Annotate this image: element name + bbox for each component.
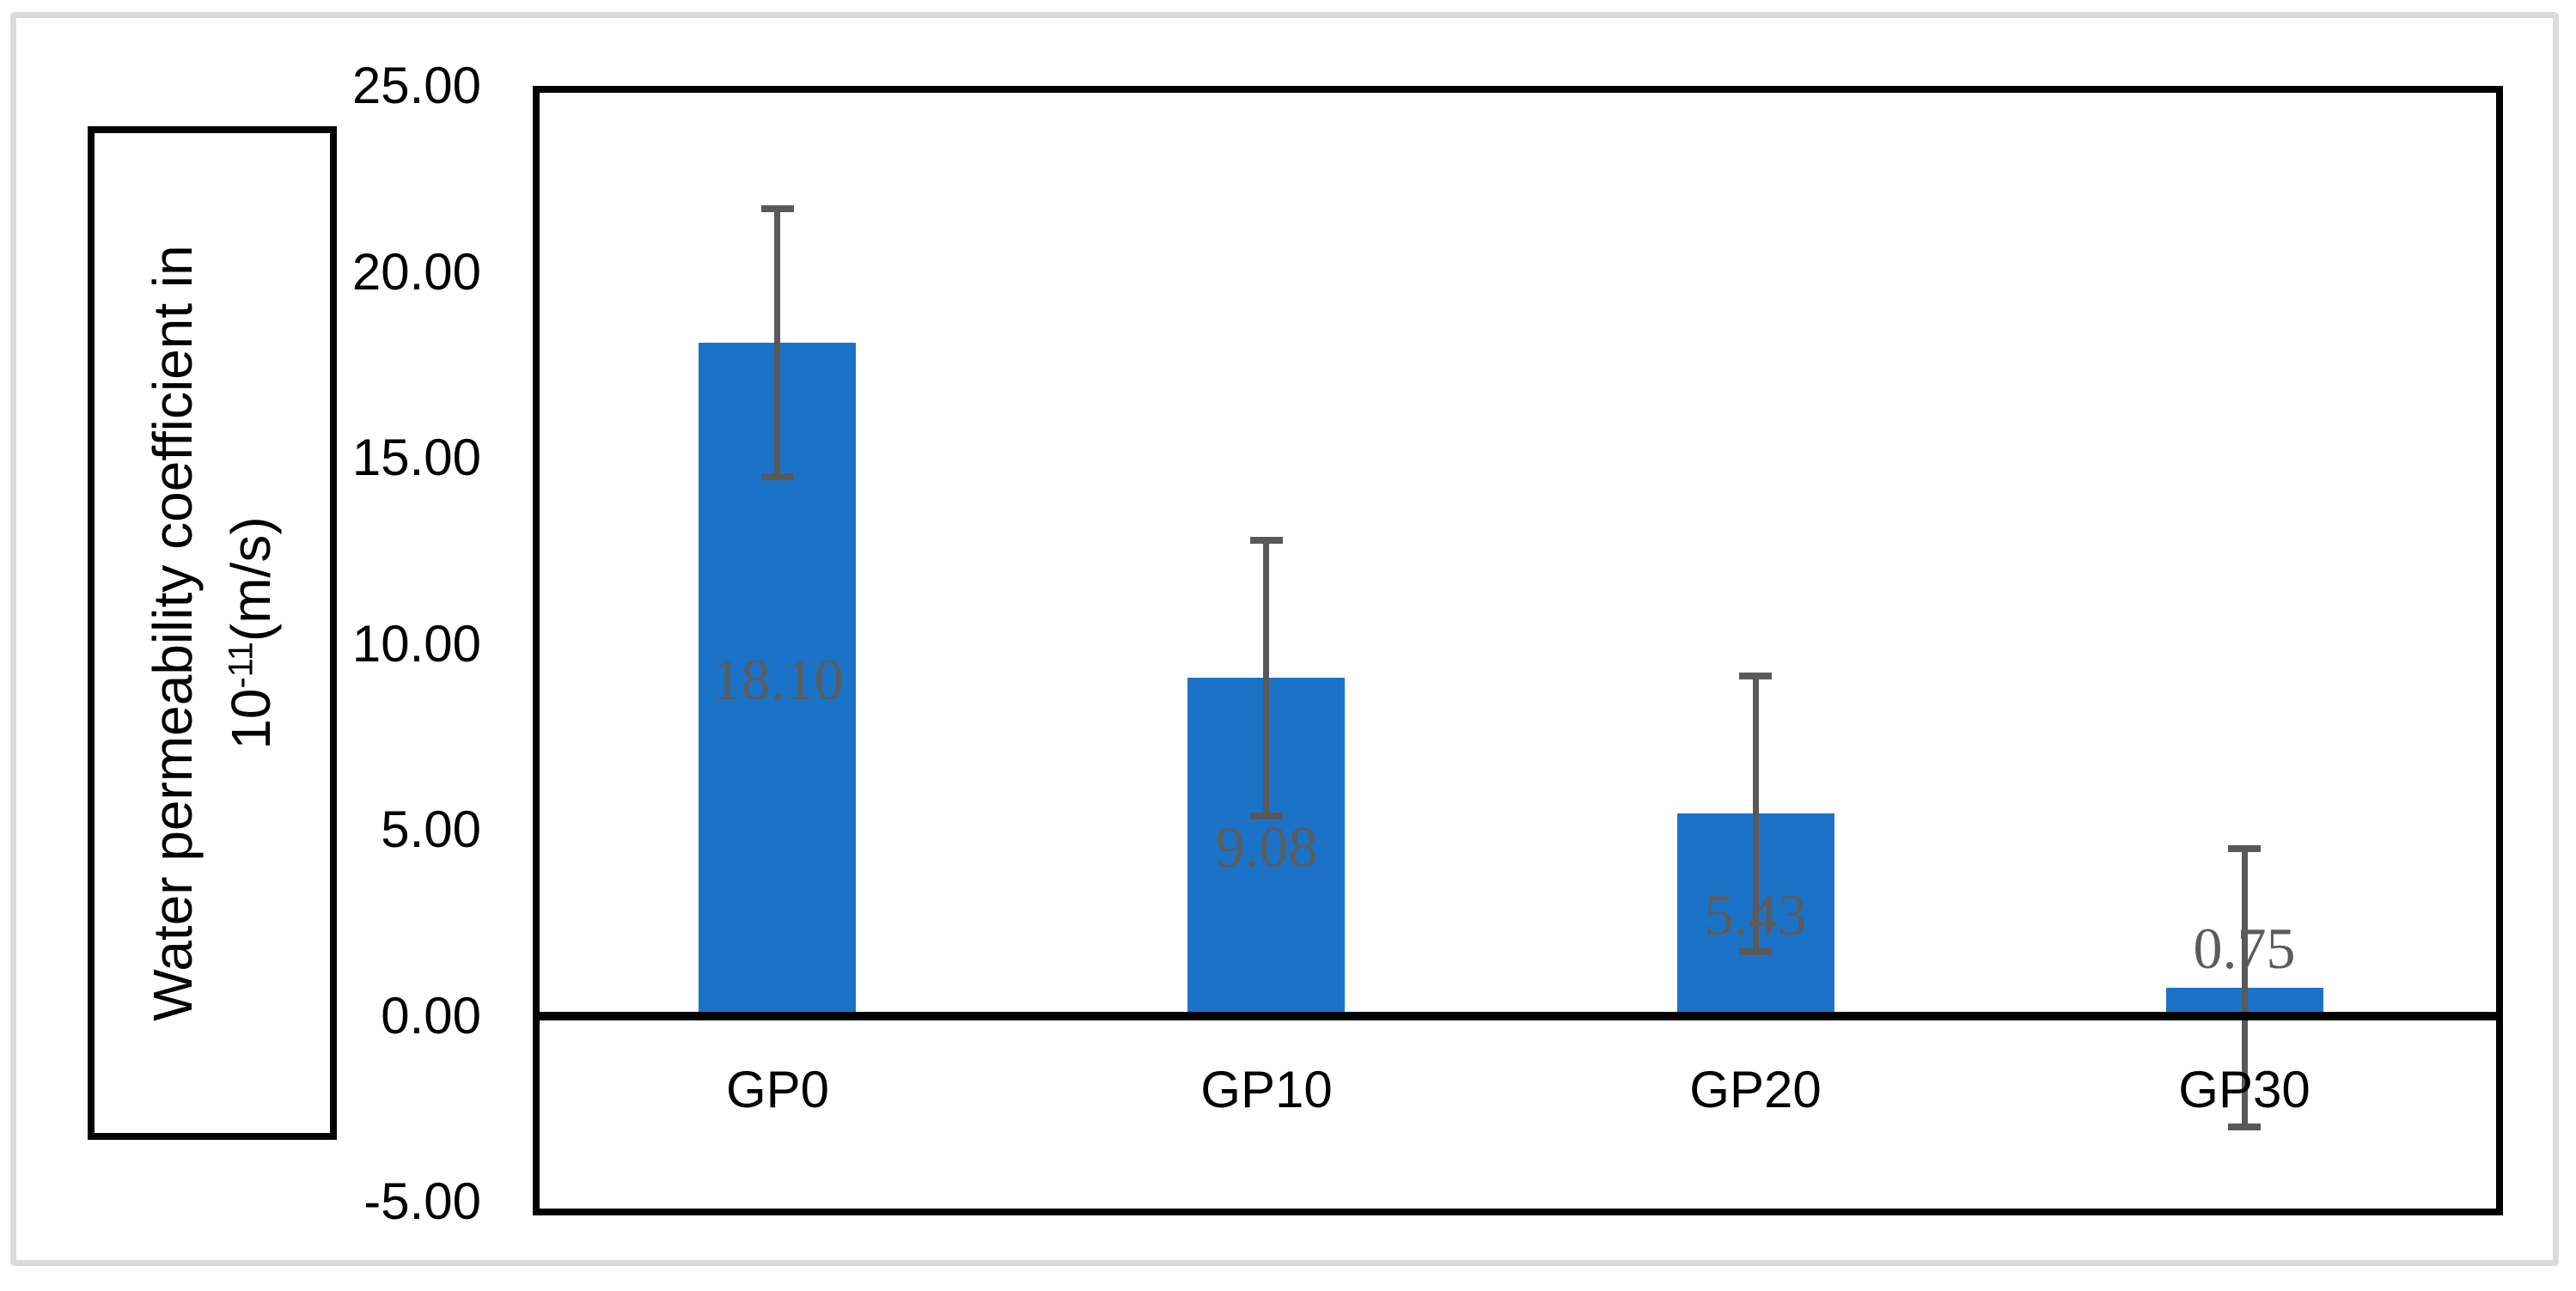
plot-area-border [533, 86, 2503, 1215]
y-tick-label: 10.00 [351, 615, 481, 673]
data-label-gp0: 18.10 [711, 647, 844, 712]
y-axis-title-box [88, 126, 337, 1140]
y-axis-title-power-base: 10 [220, 688, 282, 750]
y-tick-label: 15.00 [351, 429, 481, 486]
x-tick-label-gp20: GP20 [1689, 1061, 1822, 1118]
x-tick-label-gp10: GP10 [1200, 1061, 1333, 1118]
error-bar-upper-cap-gp20 [1739, 673, 1772, 679]
data-label-gp20: 5.43 [1704, 882, 1807, 947]
error-bar-upper-cap-gp10 [1250, 537, 1283, 544]
figure-border [10, 12, 2559, 1266]
error-bar-upper-cap-gp0 [761, 205, 794, 212]
data-label-gp30: 0.75 [2193, 916, 2296, 981]
error-bar-line-gp30 [2242, 849, 2248, 1128]
y-tick-label: 0.00 [381, 987, 481, 1044]
x-tick-label-gp30: GP30 [2178, 1061, 2310, 1118]
data-label-gp10: 9.08 [1215, 814, 1318, 880]
y-tick-label: -5.00 [363, 1172, 481, 1230]
y-tick-label: 5.00 [381, 801, 481, 858]
error-bar-line-gp10 [1263, 540, 1269, 815]
y-axis-title-exponent: -11 [222, 642, 260, 689]
error-bar-line-gp0 [774, 209, 780, 477]
error-bar-lower-cap-gp30 [2228, 1124, 2261, 1130]
error-bar-lower-cap-gp0 [761, 473, 794, 480]
y-tick-label: 20.00 [351, 243, 481, 301]
y-axis-title-line1: Water permeability coefficient in [142, 245, 204, 1021]
x-axis-zero-line [533, 1012, 2503, 1020]
error-bar-upper-cap-gp30 [2228, 845, 2261, 852]
x-tick-label-gp0: GP0 [725, 1061, 830, 1118]
error-bar-lower-cap-gp20 [1739, 948, 1772, 955]
error-bar-line-gp20 [1753, 676, 1759, 951]
error-bar-lower-cap-gp10 [1250, 813, 1283, 819]
y-tick-label: 25.00 [351, 57, 481, 114]
